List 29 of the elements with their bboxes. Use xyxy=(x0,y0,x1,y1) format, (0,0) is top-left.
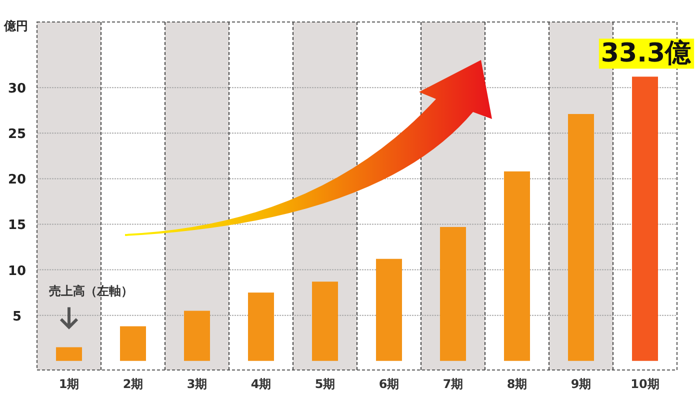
bar xyxy=(632,76,658,361)
bar xyxy=(184,310,210,361)
x-tick-label: 4期 xyxy=(250,377,272,391)
bar xyxy=(312,282,338,361)
y-tick-label: 15 xyxy=(8,218,26,234)
x-tick-label: 3期 xyxy=(186,377,208,391)
bar xyxy=(376,258,402,361)
x-tick-label: 2期 xyxy=(122,377,144,391)
x-tick-label: 5期 xyxy=(314,377,336,391)
annotation: 売上高（左軸） xyxy=(49,284,133,298)
bar xyxy=(248,292,274,361)
y-axis-title: 億円 xyxy=(3,19,28,33)
y-tick-label: 10 xyxy=(8,264,26,279)
bar xyxy=(568,114,594,361)
x-tick-label: 7期 xyxy=(442,377,464,391)
bar xyxy=(440,226,466,361)
bar xyxy=(56,347,82,361)
bar xyxy=(504,171,530,361)
y-tick-label: 20 xyxy=(8,172,26,188)
y-tick-label: 25 xyxy=(8,127,26,142)
annotation: 33.3億 xyxy=(600,38,692,69)
bar xyxy=(120,326,146,361)
x-tick-label: 10期 xyxy=(630,377,660,391)
y-tick-label: 5 xyxy=(12,309,22,324)
x-tick-label: 9期 xyxy=(570,377,592,391)
x-tick-label: 8期 xyxy=(506,377,528,391)
x-tick-label: 6期 xyxy=(378,377,400,391)
x-tick-label: 1期 xyxy=(58,377,80,391)
y-tick-label: 30 xyxy=(8,82,26,97)
